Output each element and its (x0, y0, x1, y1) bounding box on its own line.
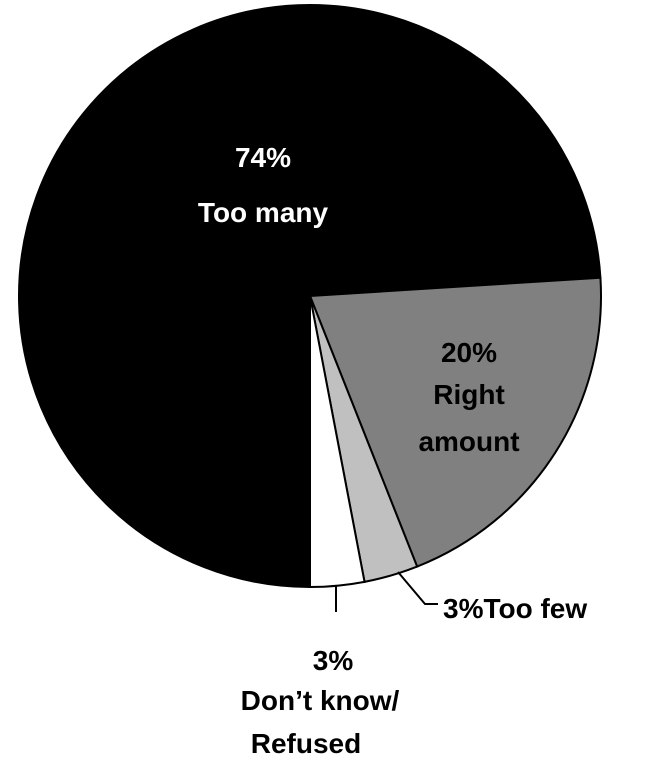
slice-label-right-amount-value: 20% (441, 337, 497, 368)
slice-label-too-few-name: Too few (483, 593, 587, 624)
slice-label-too-many-name: Too many (198, 197, 329, 228)
slice-label-dont-know-value: 3% (313, 645, 354, 676)
slice-label-too-many-value: 74% (235, 142, 291, 173)
pie-slice-dont-know (309, 295, 366, 589)
slice-label-too-few-value: 3% (443, 593, 484, 624)
slice-label-dont-know-line2: Refused (251, 728, 361, 759)
slice-label-right-amount-line2: amount (418, 426, 519, 457)
pie-slices (18, 4, 602, 589)
slice-label-too-few: 3%Too few (443, 593, 587, 624)
pie-slice-right-amount (308, 276, 602, 568)
slice-label-right-amount-line1: Right (433, 379, 505, 410)
slice-label-dont-know-line1: Don’t know/ (241, 685, 400, 716)
leader-line-too-few (397, 571, 438, 605)
